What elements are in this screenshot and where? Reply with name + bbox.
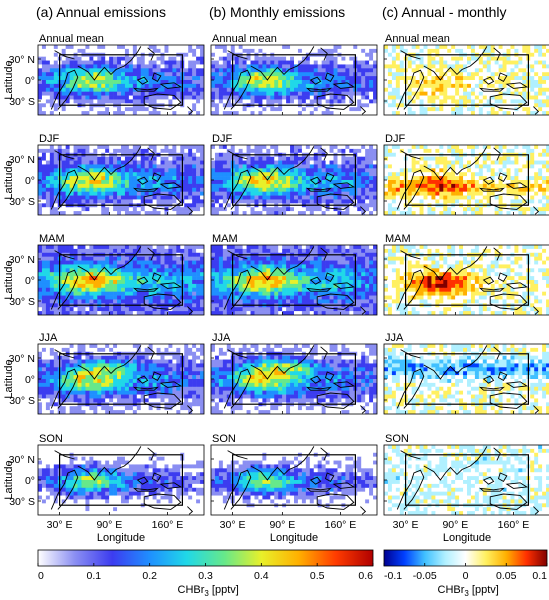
season-label: MAM [212,233,238,245]
latitude-tick: 30° N [9,353,35,365]
column-title: (a) Annual emissions [36,4,166,20]
latitude-tick: 30° S [9,296,35,308]
colorbar-label: CHBr3 [pptv] [438,584,499,598]
colorbar-tick: -0.1 [384,570,402,582]
map-panel [383,444,549,516]
latitude-tick: 30° N [9,254,35,266]
longitude-tick: 90° E [269,519,295,531]
panel-grid [37,44,549,516]
season-label: Annual mean [39,33,104,45]
longitude-tick: 30° E [393,519,419,531]
colorbar-tick: 0.2 [142,570,157,582]
column-title: (b) Monthly emissions [209,4,345,20]
season-label: DJF [212,133,232,145]
colorbar-tick: 0.3 [198,570,213,582]
season-label: JJA [212,332,231,344]
map-panel [37,44,205,116]
season-label: SON [212,433,236,445]
column-title: (c) Annual - monthly [382,4,507,20]
latitude-tick: 30° N [9,54,35,66]
colorbar-tick: 0 [463,570,469,582]
longitude-axis-label: Longitude [443,532,491,544]
map-panel [37,144,205,216]
latitude-tick: 0° [25,75,35,87]
colorbar-label: CHBr3 [pptv] [178,584,239,598]
map-panel [210,343,378,415]
longitude-tick: 160° E [152,519,184,531]
map-panel [383,44,549,116]
map-panel [210,244,378,316]
latitude-tick: 0° [25,475,35,487]
colorbar-tick: 0 [38,570,44,582]
map-panel [210,44,378,116]
season-label: MAM [39,233,65,245]
colorbar-tick: 0.05 [496,570,517,582]
season-label: DJF [385,133,405,145]
latitude-axis-label: Latitude [3,60,15,99]
longitude-tick: 30° E [47,519,73,531]
latitude-tick: 0° [25,374,35,386]
latitude-axis-label: Latitude [3,160,15,199]
season-label: Annual mean [212,33,277,45]
colorbar-tick: 0.5 [310,570,325,582]
map-panel [210,144,378,216]
season-label: JJA [39,332,58,344]
latitude-tick: 30° S [9,96,35,108]
map-panel [37,444,205,516]
longitude-tick: 160° E [325,519,357,531]
latitude-axis-label: Latitude [3,359,15,398]
longitude-tick: 90° E [96,519,122,531]
map-panel [383,144,549,216]
latitude-tick: 30° S [9,196,35,208]
longitude-axis-label: Longitude [97,532,145,544]
longitude-tick: 160° E [498,519,530,531]
map-panel [383,244,549,316]
map-panel [210,444,378,516]
colorbar-tick: 0.6 [358,570,373,582]
latitude-tick: 30° N [9,154,35,166]
colorbar-tick: 0.1 [87,570,102,582]
colorbar-tick: 0.1 [532,570,547,582]
latitude-tick: 0° [25,275,35,287]
season-label: SON [39,433,63,445]
map-panel [383,343,549,415]
longitude-axis-label: Longitude [270,532,318,544]
latitude-axis-label: Latitude [3,460,15,499]
season-label: MAM [385,233,411,245]
season-label: DJF [39,133,59,145]
map-panel [37,343,205,415]
season-label: JJA [385,332,404,344]
season-label: Annual mean [385,33,450,45]
map-panel [37,244,205,316]
latitude-axis-label: Latitude [3,260,15,299]
colorbar-tick: 0.4 [254,570,269,582]
latitude-tick: 30° N [9,454,35,466]
longitude-tick: 30° E [220,519,246,531]
colorbar-tick: -0.05 [413,570,437,582]
season-label: SON [385,433,409,445]
colorbars: 0 0.1 0.2 0.3 0.4 0.5 0.6 CHBr3 [pptv] -0.1 -0.05… [37,549,548,598]
latitude-tick: 30° S [9,496,35,508]
latitude-tick: 0° [25,175,35,187]
longitude-tick: 90° E [442,519,468,531]
latitude-tick: 30° S [9,395,35,407]
figure-labels: Annual mean Annual mean Annual mean 30° N 0°… [3,4,529,544]
